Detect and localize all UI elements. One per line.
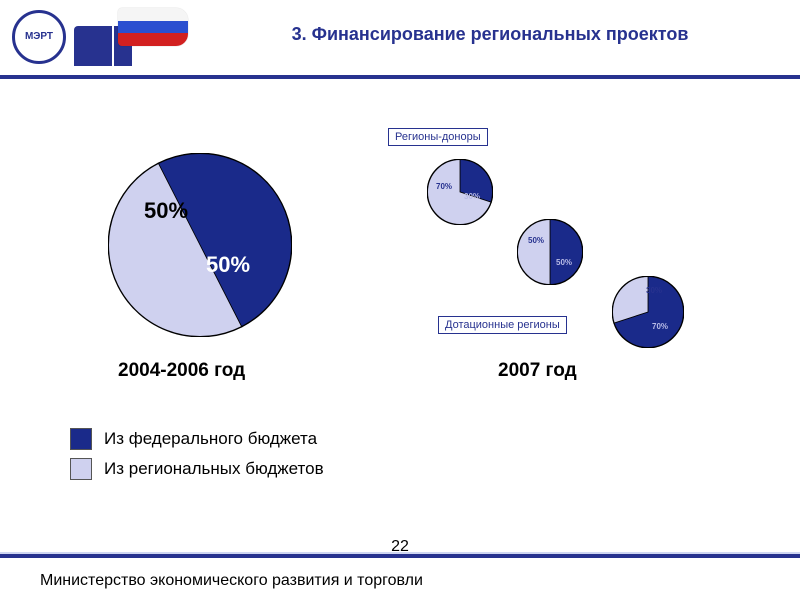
region-tag: Дотационные регионы [438,316,567,334]
legend-swatch [70,428,92,450]
legend-label: Из региональных бюджетов [104,459,324,479]
page-number: 22 [0,538,800,556]
pie-slice-label: 50% [556,258,572,267]
pie-slice-label: 50% [206,252,250,278]
pie-chart [427,159,493,225]
pie-slice [550,219,583,285]
mert-logo-circle: МЭРТ [12,10,66,64]
pie-slice-label: 70% [652,322,668,331]
pie-chart [108,153,292,337]
pie-slice-label: 30% [646,286,662,295]
footer-text: Министерство экономического развития и т… [40,572,560,590]
slide-title: 3. Финансирование региональных проектов [210,24,770,45]
pie-slice [517,219,550,285]
legend-label: Из федерального бюджета [104,429,317,449]
pie-slice-label: 50% [144,198,188,224]
legend-item: Из региональных бюджетов [70,458,324,480]
legend-swatch [70,458,92,480]
region-tag: Регионы-доноры [388,128,488,146]
russia-flag-icon [118,8,188,46]
pie-slice-label: 50% [528,236,544,245]
pie-chart [517,219,583,285]
legend: Из федерального бюджета Из региональных б… [70,428,324,488]
pie-slice-label: 30% [464,192,480,201]
legend-item: Из федерального бюджета [70,428,324,450]
chart-caption-right: 2007 год [498,360,577,382]
pie-slice-label: 70% [436,182,452,191]
chart-caption-left: 2004-2006 год [118,360,245,382]
